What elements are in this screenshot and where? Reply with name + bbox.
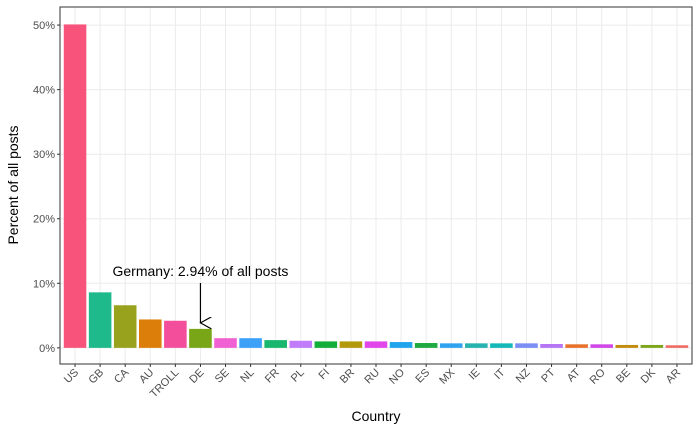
bar (640, 344, 664, 348)
bar (565, 344, 588, 348)
x-tick-label: RO (588, 366, 608, 386)
x-tick-label: SE (213, 367, 232, 386)
bar (615, 344, 639, 348)
bar (189, 328, 212, 348)
x-tick-label: MX (437, 366, 458, 387)
x-tick-label: IT (492, 366, 508, 382)
bar (289, 340, 313, 348)
y-tick-label: 10% (33, 278, 55, 290)
bar (490, 343, 513, 348)
x-tick-label: PT (539, 366, 558, 385)
bar (63, 24, 87, 348)
x-tick-label: RU (362, 367, 382, 387)
x-tick-label: AU (137, 367, 156, 386)
y-tick-label: 0% (39, 343, 55, 355)
bar (364, 341, 388, 348)
bar (540, 343, 563, 348)
x-tick-label: CA (112, 366, 132, 386)
bar (339, 341, 363, 348)
bar (139, 319, 162, 348)
y-tick-label: 40% (33, 85, 55, 97)
bar (113, 305, 137, 348)
y-tick-label: 50% (33, 20, 55, 32)
annotation: Germany: 2.94% of all posts (113, 263, 289, 279)
bar (439, 343, 463, 348)
bar (214, 338, 237, 348)
x-axis-title: Country (351, 408, 400, 424)
bar (665, 345, 689, 348)
bar (264, 340, 287, 348)
x-tick-label: BR (338, 367, 357, 386)
x-tick-label: DK (639, 366, 659, 386)
x-tick-label: NZ (514, 366, 533, 385)
x-tick-label: AT (565, 366, 583, 384)
bar (515, 343, 538, 348)
y-tick-label: 20% (33, 214, 55, 226)
x-tick-label: NL (238, 367, 256, 385)
x-tick-label: NO (387, 366, 407, 386)
x-tick-label: AR (664, 367, 683, 386)
x-tick-label: BE (614, 367, 633, 386)
x-tick-label: IE (467, 367, 483, 383)
x-tick-label: DE (187, 367, 206, 386)
x-tick-label: FR (263, 367, 282, 386)
x-tick-label: PL (289, 367, 307, 385)
x-tick-label: ES (413, 367, 432, 386)
x-tick-label: FI (317, 367, 332, 382)
bar (590, 344, 613, 348)
bar (414, 343, 438, 348)
x-tick-label: US (62, 367, 81, 386)
bar (389, 342, 413, 348)
bar (88, 292, 112, 348)
y-axis-title: Percent of all posts (5, 125, 21, 244)
bar (314, 341, 338, 348)
bar (239, 338, 262, 348)
y-tick-label: 30% (33, 149, 55, 161)
plot-panel (59, 6, 693, 365)
x-tick-label: GB (87, 367, 107, 387)
bar (465, 343, 488, 348)
bar (164, 320, 187, 348)
